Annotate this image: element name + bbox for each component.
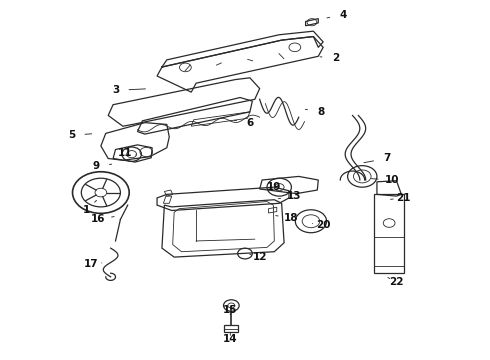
Text: 1: 1 <box>83 206 90 216</box>
Text: 12: 12 <box>252 252 267 262</box>
Text: 9: 9 <box>93 161 99 171</box>
Text: 17: 17 <box>84 259 98 269</box>
Text: 8: 8 <box>317 107 324 117</box>
Text: 21: 21 <box>396 193 411 203</box>
Text: 16: 16 <box>91 215 106 224</box>
Text: 15: 15 <box>223 305 238 315</box>
Text: 2: 2 <box>332 53 339 63</box>
Text: 7: 7 <box>383 153 391 163</box>
Text: 14: 14 <box>223 333 238 343</box>
Text: 11: 11 <box>118 148 132 158</box>
Text: 10: 10 <box>384 175 399 185</box>
Text: 3: 3 <box>112 85 119 95</box>
Text: 18: 18 <box>284 213 299 222</box>
Text: 20: 20 <box>316 220 330 230</box>
Text: 4: 4 <box>339 10 346 20</box>
Text: 6: 6 <box>246 118 253 128</box>
Text: 22: 22 <box>389 277 404 287</box>
Text: 19: 19 <box>267 182 281 192</box>
Text: 5: 5 <box>68 130 75 140</box>
Text: 13: 13 <box>287 191 301 201</box>
